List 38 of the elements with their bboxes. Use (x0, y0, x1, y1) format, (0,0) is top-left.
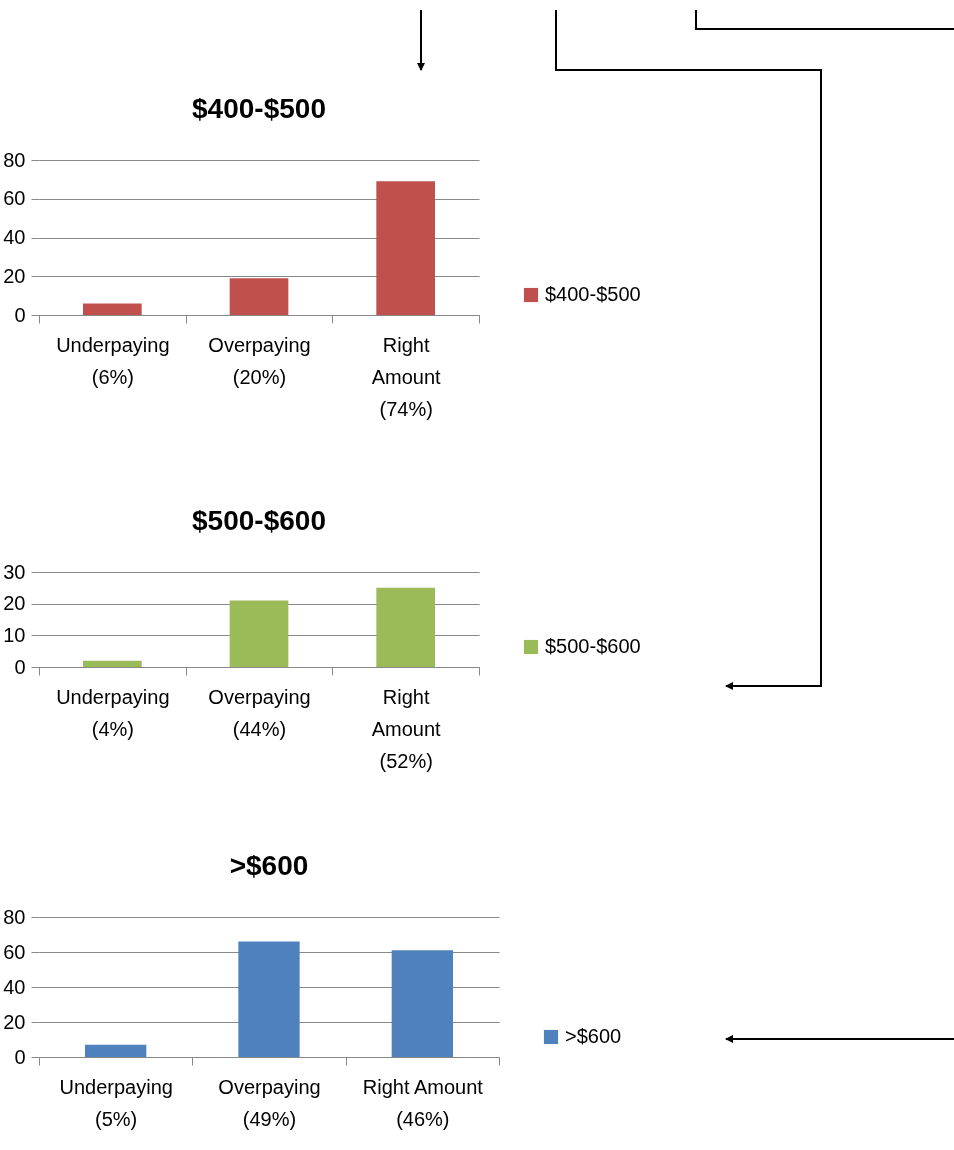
bar (376, 181, 435, 315)
y-tick-label: 10 (3, 623, 26, 646)
x-tick-label: Underpaying (5%) (59, 1075, 173, 1130)
x-tick-label: Underpaying (4%) (56, 685, 170, 740)
y-tick-label: 60 (3, 940, 26, 963)
y-tick-label: 0 (14, 303, 26, 326)
chart-title: >$600 (229, 850, 309, 881)
y-tick-label: 20 (3, 1010, 26, 1033)
x-tick-label: Overpaying (49%) (218, 1075, 321, 1130)
y-tick-label: 80 (3, 905, 26, 928)
bar (83, 303, 142, 315)
chart-title: $500-$600 (192, 505, 326, 536)
bar (391, 950, 453, 1057)
y-tick-label: 60 (3, 187, 26, 210)
x-tick-label: Right Amount (74%) (371, 333, 442, 420)
y-tick-label: 20 (3, 592, 26, 615)
bar (229, 278, 289, 315)
chart-title: $400-$500 (192, 93, 326, 124)
bar (229, 600, 289, 667)
y-tick-label: 40 (3, 226, 26, 248)
y-tick-label: 0 (14, 1045, 26, 1068)
y-tick-label: 40 (3, 975, 26, 998)
bar (376, 587, 435, 667)
bar (83, 660, 142, 667)
y-tick-label: 20 (3, 264, 26, 287)
x-tick-label: Overpaying (44%) (208, 685, 311, 740)
y-tick-label: 30 (3, 560, 26, 583)
legend-label: >$600 (565, 1025, 622, 1047)
x-tick-label: Underpaying (6%) (56, 333, 170, 388)
legend-label: $500-$600 (545, 635, 641, 657)
x-tick-label: Right Amount (52%) (371, 685, 442, 772)
y-tick-label: 80 (3, 148, 26, 171)
x-tick-label: Right Amount (46%) (362, 1075, 484, 1130)
y-tick-label: 0 (14, 655, 26, 678)
x-tick-label: Overpaying (20%) (208, 333, 311, 388)
bar (85, 1044, 147, 1057)
legend-label: $400-$500 (545, 283, 641, 305)
bar (238, 941, 300, 1057)
